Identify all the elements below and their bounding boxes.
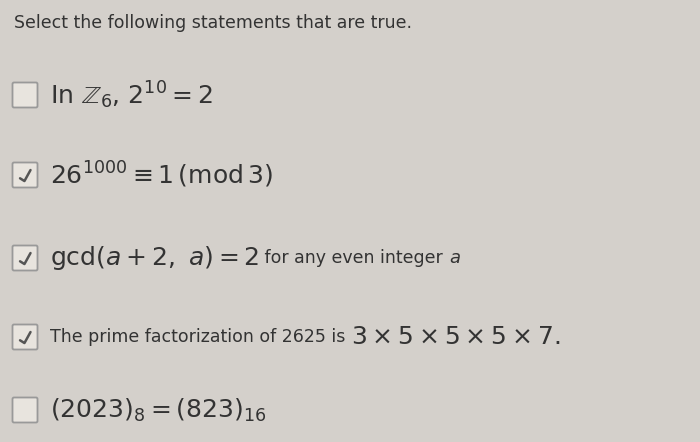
Text: $a$: $a$: [449, 249, 461, 267]
Text: $26^{1000} \equiv 1\,(\mathrm{mod}\,3)$: $26^{1000} \equiv 1\,(\mathrm{mod}\,3)$: [50, 160, 273, 190]
Text: $\gcd(a+2,\ a) = 2$: $\gcd(a+2,\ a) = 2$: [50, 244, 259, 272]
Text: In $\mathbb{Z}_6$, $2^{10} = 2$: In $\mathbb{Z}_6$, $2^{10} = 2$: [50, 79, 213, 110]
FancyBboxPatch shape: [13, 163, 38, 187]
Text: The prime factorization of 2625 is: The prime factorization of 2625 is: [50, 328, 351, 346]
FancyBboxPatch shape: [13, 324, 38, 350]
FancyBboxPatch shape: [13, 83, 38, 107]
FancyBboxPatch shape: [13, 245, 38, 271]
Text: $(2023)_8 = (823)_{16}$: $(2023)_8 = (823)_{16}$: [50, 396, 267, 423]
Text: Select the following statements that are true.: Select the following statements that are…: [14, 14, 412, 32]
Text: for any even integer: for any even integer: [259, 249, 449, 267]
FancyBboxPatch shape: [13, 397, 38, 423]
Text: $3 \times 5 \times 5 \times 5 \times 7.$: $3 \times 5 \times 5 \times 5 \times 7.$: [351, 325, 561, 349]
